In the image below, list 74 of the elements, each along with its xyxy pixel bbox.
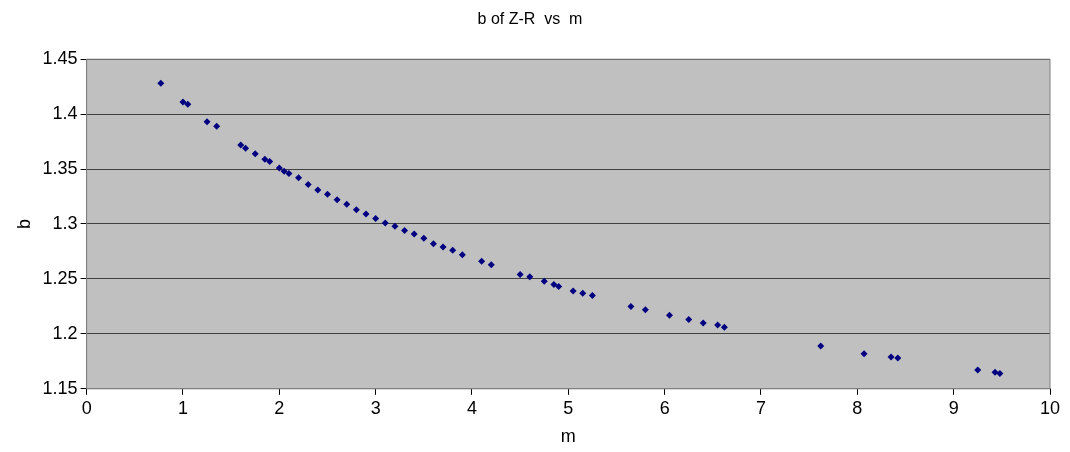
x-tick-label: 9 — [948, 397, 959, 418]
point — [579, 289, 587, 297]
point — [352, 206, 360, 214]
point — [314, 186, 322, 194]
x-tick-label: 3 — [370, 397, 381, 418]
point — [213, 122, 221, 130]
x-tick-label: 5 — [563, 397, 574, 418]
point — [391, 222, 399, 230]
point — [410, 230, 418, 238]
point — [429, 240, 437, 248]
x-tick-label: 1 — [177, 397, 188, 418]
point — [439, 243, 447, 251]
y-tick-label: 1.4 — [52, 103, 78, 124]
y-tick-label: 1.2 — [52, 322, 78, 343]
point — [420, 234, 428, 242]
point — [996, 369, 1004, 377]
point — [588, 291, 596, 299]
chart-title: b of Z-R vs m — [477, 10, 583, 28]
x-tick-label: 10 — [1039, 397, 1061, 418]
point — [487, 261, 495, 269]
point — [699, 319, 707, 327]
point — [817, 342, 825, 350]
point — [478, 257, 486, 265]
point — [641, 306, 649, 314]
point — [275, 164, 283, 172]
x-tick-label: 4 — [466, 397, 477, 418]
point — [266, 157, 274, 165]
point — [304, 180, 312, 188]
point — [720, 323, 728, 331]
y-tick-label: 1.15 — [42, 377, 78, 398]
point — [449, 246, 457, 254]
point — [627, 302, 635, 310]
point — [894, 354, 902, 362]
y-axis-title: b — [13, 218, 34, 230]
point — [887, 353, 895, 361]
x-axis-title: m — [560, 426, 576, 447]
y-tick-label: 1.45 — [42, 48, 78, 69]
point — [237, 141, 245, 149]
point — [381, 219, 389, 227]
point — [550, 280, 558, 288]
point — [516, 271, 524, 279]
point — [343, 200, 351, 208]
x-tick-label: 0 — [81, 397, 92, 418]
point — [203, 118, 211, 126]
x-tick-label: 6 — [659, 397, 670, 418]
point — [285, 169, 293, 177]
point — [458, 251, 466, 259]
point — [251, 150, 259, 158]
y-tick-label: 1.25 — [42, 267, 78, 288]
point — [179, 98, 187, 106]
point — [540, 277, 548, 285]
x-tick-label: 7 — [755, 397, 766, 418]
point — [362, 210, 370, 218]
point — [665, 311, 673, 319]
x-tick-label: 8 — [852, 397, 863, 418]
point — [295, 174, 303, 182]
point — [333, 196, 341, 204]
point — [401, 227, 409, 235]
point — [157, 79, 165, 87]
point — [242, 144, 250, 152]
x-tick-label: 2 — [274, 397, 285, 418]
point — [526, 273, 534, 281]
point — [974, 366, 982, 374]
point — [184, 100, 192, 108]
y-tick-label: 1.3 — [52, 212, 78, 233]
point — [555, 283, 563, 291]
point — [569, 287, 577, 295]
point — [714, 321, 722, 329]
point — [860, 350, 868, 358]
y-tick-label: 1.35 — [42, 158, 78, 179]
point — [372, 215, 380, 223]
point — [261, 155, 269, 163]
point — [685, 316, 693, 324]
point — [323, 190, 331, 198]
